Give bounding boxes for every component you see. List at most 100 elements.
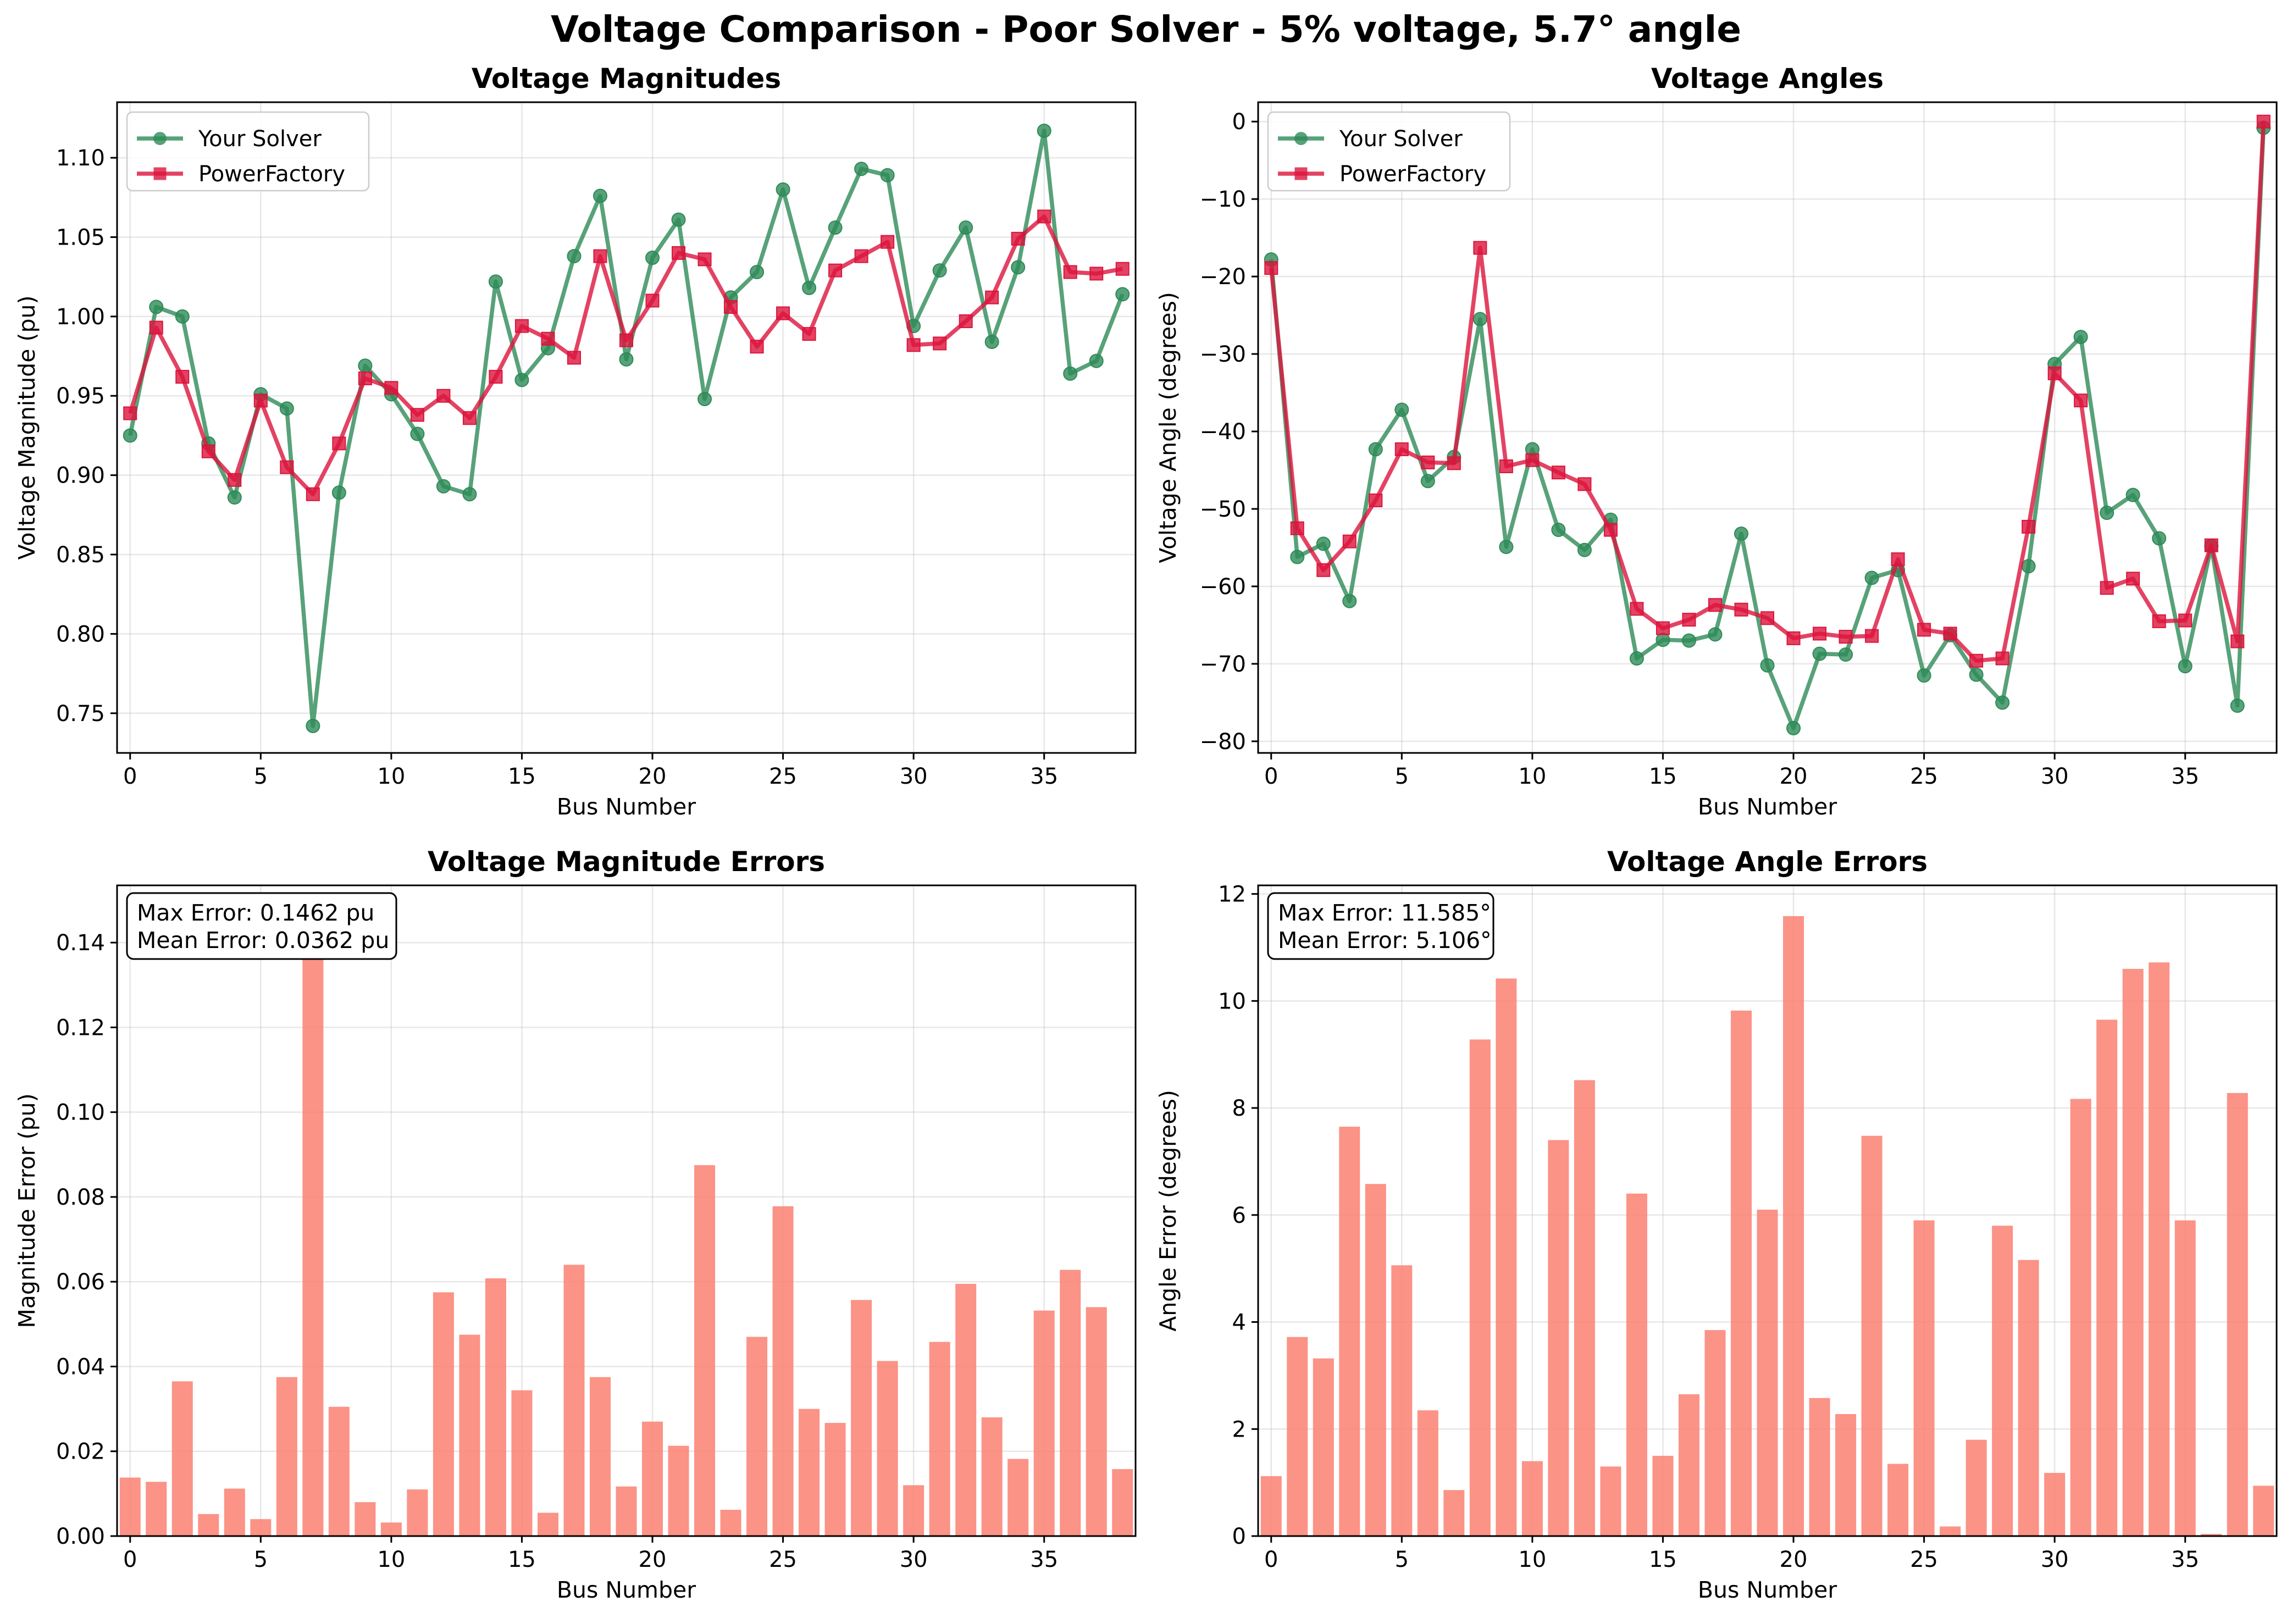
y-tick-label: 0.12 (56, 1015, 105, 1040)
data-point (1115, 262, 1130, 276)
data-point (776, 306, 790, 320)
data-point (1969, 653, 1984, 668)
data-point (175, 309, 190, 324)
data-point (932, 263, 947, 278)
data-point (1421, 455, 1435, 469)
x-tick-label: 10 (377, 764, 405, 789)
data-point (1089, 353, 1104, 368)
data-point (854, 249, 868, 263)
x-tick-label: 20 (1780, 1547, 1808, 1572)
data-point (1864, 570, 1879, 585)
x-tick-label: 5 (254, 1547, 268, 1572)
data-point (175, 370, 190, 384)
x-tick-label: 15 (508, 764, 536, 789)
error-bar (903, 1485, 924, 1536)
data-point (1839, 647, 1853, 662)
data-point (750, 264, 765, 279)
error-bar (171, 1381, 193, 1536)
stats-box (126, 892, 397, 960)
series-powerfactory (123, 209, 1130, 501)
error-bar (1365, 1184, 1386, 1536)
error-bar (2044, 1473, 2066, 1536)
data-point (332, 436, 346, 451)
error-bar (1548, 1140, 1569, 1536)
y-tick-label: 0 (1232, 109, 1246, 135)
data-point (1630, 602, 1644, 616)
x-tick-label: 10 (1518, 764, 1546, 789)
y-tick-label: −10 (1200, 187, 1246, 212)
data-point (1063, 265, 1077, 279)
error-bar (1600, 1466, 1621, 1536)
data-point (462, 411, 477, 425)
data-point (253, 393, 268, 408)
error-bar (877, 1361, 898, 1536)
error-bar (1417, 1410, 1438, 1536)
error-bar (929, 1342, 950, 1536)
error-bar (1992, 1226, 2013, 1536)
error-bar (2227, 1093, 2248, 1536)
error-bar (433, 1292, 454, 1536)
x-tick-label: 15 (508, 1547, 536, 1572)
chart-panel-4: 0 5 10 15 20 25 30 35 0 2 4 6 8 10 12 Voltage Angle Err… (1155, 846, 2278, 1603)
x-tick-label: 10 (1518, 1547, 1546, 1572)
axes-frame (116, 884, 1137, 1537)
data-point (1368, 442, 1383, 457)
x-axis-label: Bus Number (1698, 794, 1837, 820)
error-bar (799, 1409, 820, 1536)
error-bar (1521, 1461, 1543, 1536)
error-bar (511, 1390, 533, 1536)
data-point (1708, 598, 1722, 612)
data-point (959, 314, 973, 329)
data-point (1603, 523, 1618, 537)
data-point (1969, 667, 1984, 682)
data-point (1447, 456, 1461, 470)
x-tick-label: 25 (1910, 1547, 1938, 1572)
y-tick-label: 10 (1218, 989, 1246, 1014)
data-point (1917, 668, 1931, 683)
error-bar (746, 1337, 768, 1536)
error-bar (824, 1423, 846, 1536)
error-bar (250, 1519, 272, 1536)
data-point (489, 370, 503, 384)
error-bar (1391, 1265, 1413, 1536)
data-point (149, 320, 163, 335)
data-point (1891, 552, 1905, 567)
data-point (1681, 633, 1696, 648)
y-tick-label: 0.80 (56, 622, 105, 647)
axes-frame (116, 101, 1137, 754)
x-tick-label: 15 (1649, 1547, 1677, 1572)
data-point (2074, 393, 2088, 408)
data-point (436, 479, 451, 494)
y-tick-label: 0 (1232, 1524, 1246, 1549)
error-bar (1007, 1459, 1029, 1536)
panel-title: Voltage Angle Errors (1607, 846, 1928, 878)
data-point (1865, 629, 1879, 643)
error-bar (328, 1406, 350, 1536)
x-tick-label: 35 (1030, 1547, 1058, 1572)
data-point (1760, 658, 1775, 673)
data-point (933, 336, 947, 351)
data-point (1812, 646, 1827, 661)
data-point (1551, 465, 1565, 480)
max-error-text: Max Error: 0.1462 pu (137, 900, 374, 926)
error-bar (1469, 1039, 1491, 1536)
y-tick-label: 0.85 (56, 542, 105, 568)
axes-frame (1257, 101, 2278, 754)
y-tick-label: 0.08 (56, 1185, 105, 1210)
y-tick-label: 12 (1218, 882, 1246, 907)
axes-frame (1257, 884, 2278, 1537)
error-bar (1861, 1135, 1883, 1536)
marks (119, 916, 1133, 1536)
x-tick-label: 25 (1910, 764, 1938, 789)
error-bar (2070, 1099, 2091, 1536)
x-tick-label: 30 (2041, 1547, 2069, 1572)
data-point (1577, 477, 1592, 491)
data-point (2021, 559, 2036, 574)
data-point (645, 293, 660, 308)
legend-box (126, 111, 370, 192)
legend-label: Your Solver (198, 126, 322, 152)
y-tick-label: 4 (1232, 1310, 1246, 1335)
data-point (2204, 538, 2218, 552)
error-bar (1287, 1337, 1308, 1536)
mean-error-text: Mean Error: 5.106° (1278, 927, 1492, 954)
